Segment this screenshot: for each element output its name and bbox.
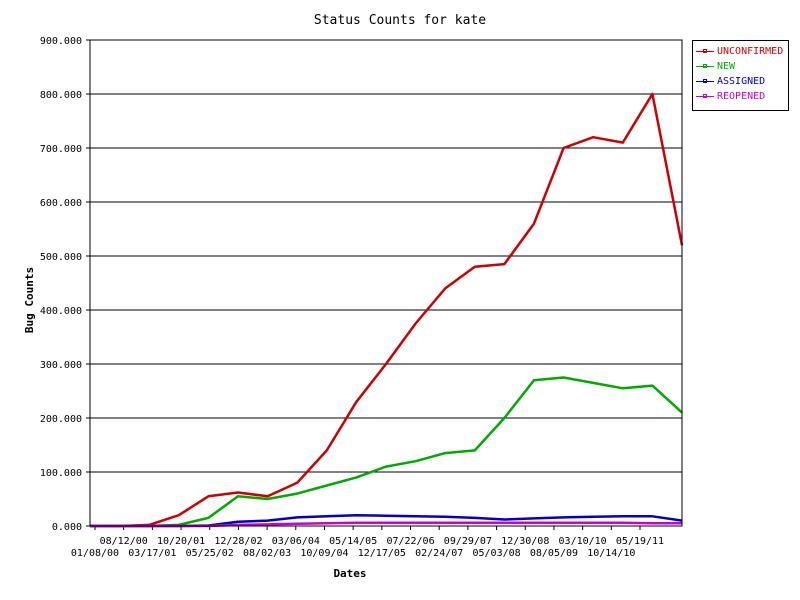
grid xyxy=(90,93,682,473)
legend-label-reopened: REOPENED xyxy=(717,91,766,102)
x-tick-label: 05/25/02 xyxy=(186,548,234,559)
y-tick-label: 100.000 xyxy=(40,468,82,479)
legend-label-unconfirmed: UNCONFIRMED xyxy=(717,46,784,57)
chart-title: Status Counts for kate xyxy=(314,13,486,28)
series-line-new xyxy=(90,376,683,528)
y-tick-label: 600.000 xyxy=(40,198,82,209)
x-tick-label: 07/22/06 xyxy=(386,536,434,547)
x-tick-label: 09/29/07 xyxy=(444,536,492,547)
x-axis: 01/08/0008/12/0003/17/0110/20/0105/25/02… xyxy=(71,526,664,559)
y-axis: 0.000 100.000 200.000 300.000 400.000 500.000… xyxy=(40,36,90,533)
legend-label-assigned: ASSIGNED xyxy=(717,76,766,87)
x-tick-label: 08/05/09 xyxy=(530,548,578,559)
y-tick-label: 0.000 xyxy=(52,522,82,533)
x-tick-label: 03/10/10 xyxy=(559,536,607,547)
legend-label-new: NEW xyxy=(717,61,736,72)
y-tick-label: 900.000 xyxy=(40,36,82,47)
legend-swatch-unconfirmed xyxy=(696,48,714,55)
y-axis-label: Bug Counts xyxy=(23,267,36,333)
legend-item-assigned: ASSIGNED xyxy=(696,75,765,89)
legend-swatch-assigned xyxy=(696,78,714,85)
x-tick-label: 02/24/07 xyxy=(415,548,463,559)
legend-item-reopened: REOPENED xyxy=(696,90,765,104)
legend-swatch-new xyxy=(696,63,714,70)
x-tick-label: 10/09/04 xyxy=(300,548,348,559)
plot-frame xyxy=(89,39,683,527)
y-tick-label: 700.000 xyxy=(40,144,82,155)
x-tick-label: 03/06/04 xyxy=(272,536,320,547)
x-tick-label: 03/17/01 xyxy=(128,548,176,559)
x-tick-label: 08/02/03 xyxy=(243,548,291,559)
y-tick-label: 200.000 xyxy=(40,414,82,425)
legend-item-unconfirmed: UNCONFIRMED xyxy=(696,45,783,59)
x-tick-label: 01/08/00 xyxy=(71,548,119,559)
y-tick-label: 400.000 xyxy=(40,306,82,317)
x-axis-label: Dates xyxy=(333,567,366,580)
series-line-unconfirmed xyxy=(90,92,684,528)
x-tick-label: 05/03/08 xyxy=(472,548,520,559)
y-tick-label: 300.000 xyxy=(40,360,82,371)
legend: UNCONFIRMED NEW ASSIGNED REOPENED xyxy=(692,40,789,111)
x-tick-label: 12/28/02 xyxy=(214,536,262,547)
x-tick-label: 10/20/01 xyxy=(157,536,205,547)
x-tick-label: 05/19/11 xyxy=(616,536,664,547)
x-tick-label: 12/17/05 xyxy=(358,548,406,559)
x-tick-label: 10/14/10 xyxy=(587,548,635,559)
legend-item-new: NEW xyxy=(696,60,735,74)
legend-swatch-reopened xyxy=(696,93,714,100)
y-tick-label: 800.000 xyxy=(40,90,82,101)
x-tick-label: 05/14/05 xyxy=(329,536,377,547)
y-tick-label: 500.000 xyxy=(40,252,82,263)
x-tick-label: 08/12/00 xyxy=(100,536,148,547)
x-tick-label: 12/30/08 xyxy=(501,536,549,547)
